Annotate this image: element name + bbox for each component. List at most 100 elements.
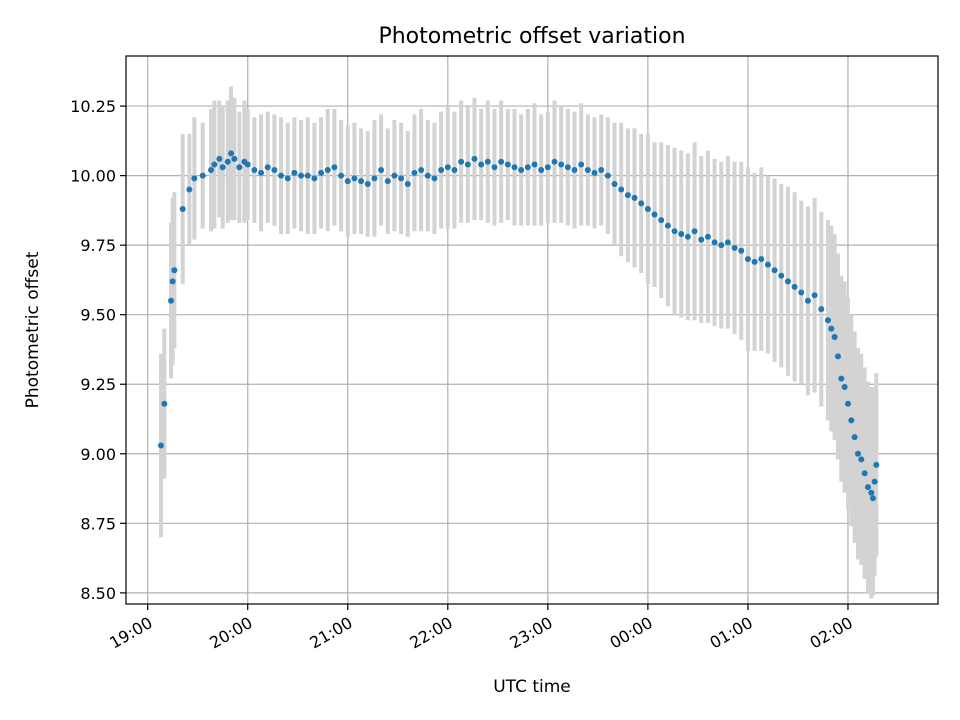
- plot-frame: [125, 55, 939, 605]
- data-point: [411, 169, 418, 176]
- data-point: [778, 272, 785, 279]
- data-point: [651, 211, 658, 218]
- data-point: [691, 228, 698, 235]
- x-axis-label: UTC time: [493, 677, 571, 697]
- data-point: [611, 180, 618, 187]
- y-tick-label: 9.50: [80, 306, 116, 325]
- data-point: [869, 495, 876, 502]
- data-point: [604, 172, 611, 179]
- data-point: [258, 169, 265, 176]
- data-point: [658, 217, 665, 224]
- data-point: [841, 384, 848, 391]
- data-point: [284, 175, 291, 182]
- data-point: [864, 484, 871, 491]
- data-point: [331, 164, 338, 171]
- data-point: [264, 164, 271, 171]
- data-point: [338, 172, 345, 179]
- data-point: [158, 442, 165, 449]
- data-point: [698, 236, 705, 243]
- data-point: [404, 180, 411, 187]
- data-point: [798, 289, 805, 296]
- data-point: [558, 161, 565, 168]
- data-point: [169, 278, 176, 285]
- data-point: [551, 158, 558, 165]
- data-point: [208, 167, 215, 174]
- data-point: [684, 233, 691, 240]
- data-point: [318, 169, 325, 176]
- data-point: [784, 278, 791, 285]
- data-point: [873, 461, 880, 468]
- data-point: [578, 161, 585, 168]
- y-tick-label: 9.00: [80, 445, 116, 464]
- data-point: [244, 161, 251, 168]
- data-point: [828, 325, 835, 332]
- data-point: [724, 239, 731, 246]
- data-point: [358, 178, 365, 185]
- data-point: [571, 167, 578, 174]
- data-point: [298, 172, 305, 179]
- y-tick-label: 10.00: [70, 167, 116, 186]
- data-point: [378, 167, 385, 174]
- data-point: [704, 233, 711, 240]
- data-point: [418, 167, 425, 174]
- data-point: [444, 164, 451, 171]
- data-point: [538, 167, 545, 174]
- data-point: [199, 172, 206, 179]
- data-point: [818, 306, 825, 313]
- y-tick-label: 9.25: [80, 375, 116, 394]
- data-point: [731, 244, 738, 251]
- data-point: [219, 164, 226, 171]
- data-point: [834, 353, 841, 360]
- data-point: [854, 450, 861, 457]
- data-point: [471, 155, 478, 162]
- data-point: [838, 375, 845, 382]
- data-point: [544, 164, 551, 171]
- data-point: [304, 172, 311, 179]
- data-point: [251, 167, 258, 174]
- data-point: [624, 192, 631, 199]
- data-point: [484, 158, 491, 165]
- data-point: [598, 167, 605, 174]
- data-point: [584, 167, 591, 174]
- data-point: [391, 172, 398, 179]
- data-point: [228, 150, 235, 157]
- data-point: [738, 247, 745, 254]
- y-tick-label: 9.75: [80, 236, 116, 255]
- data-point: [464, 161, 471, 168]
- data-point: [744, 256, 751, 263]
- data-point: [224, 158, 231, 165]
- y-axis-label: Photometric offset: [23, 251, 43, 408]
- data-point: [678, 231, 685, 238]
- data-point: [186, 186, 193, 193]
- data-point: [671, 228, 678, 235]
- data-point: [278, 172, 285, 179]
- data-point: [504, 161, 511, 168]
- data-point: [871, 478, 878, 485]
- data-point: [431, 175, 438, 182]
- data-point: [638, 200, 645, 207]
- data-point: [191, 175, 198, 182]
- data-point: [311, 175, 318, 182]
- data-point: [531, 161, 538, 168]
- data-point: [344, 178, 351, 185]
- y-tick-label: 8.50: [80, 584, 116, 603]
- chart-title: Photometric offset variation: [378, 24, 685, 49]
- data-point: [478, 161, 485, 168]
- y-tick-label: 8.75: [80, 514, 116, 533]
- data-point: [371, 175, 378, 182]
- data-point: [751, 258, 758, 265]
- data-point: [271, 167, 278, 174]
- data-point: [771, 267, 778, 274]
- data-point: [424, 172, 431, 179]
- data-point: [711, 239, 718, 246]
- data-point: [524, 164, 531, 171]
- data-point: [231, 155, 238, 162]
- data-point: [451, 167, 458, 174]
- data-point: [458, 158, 465, 165]
- data-point: [644, 205, 651, 212]
- data-point: [364, 180, 371, 187]
- data-point: [398, 175, 405, 182]
- data-point: [631, 194, 638, 201]
- data-point: [511, 164, 518, 171]
- data-point: [438, 167, 445, 174]
